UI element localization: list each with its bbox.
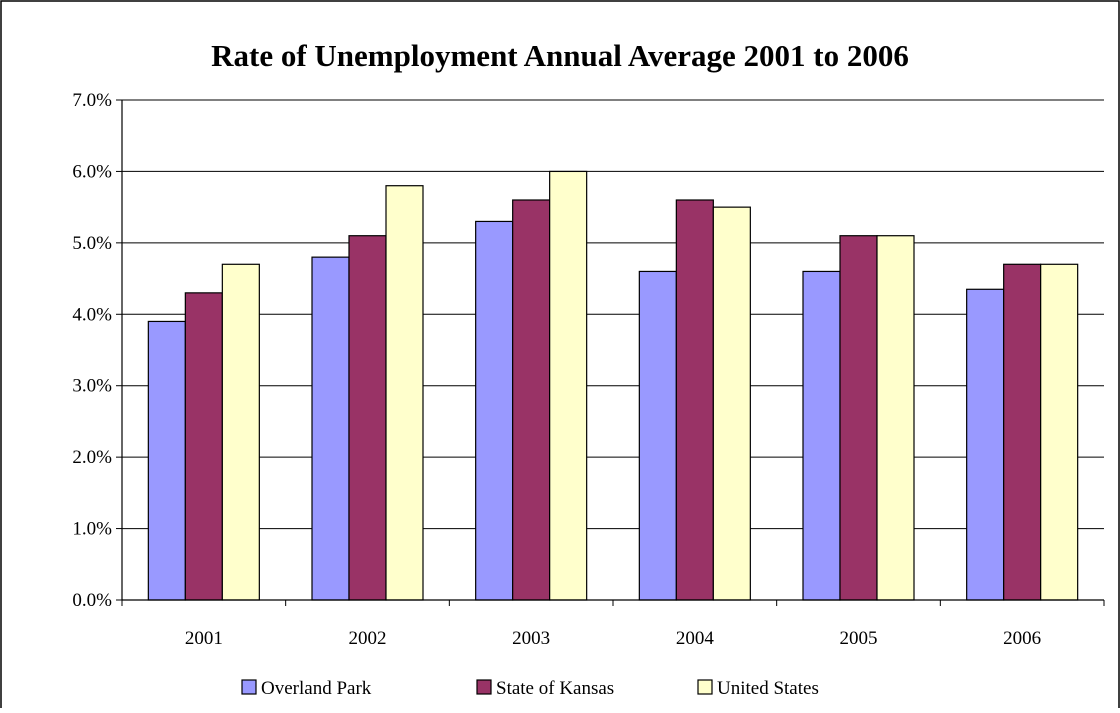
x-tick-label: 2005 (840, 628, 878, 649)
legend-label: Overland Park (261, 678, 372, 699)
legend: Overland Park State of Kansas United State… (242, 678, 819, 699)
x-tick-label: 2003 (512, 628, 550, 649)
x-tick-label: 2002 (349, 628, 387, 649)
bar-overland-park-2004 (639, 271, 676, 600)
y-tick-label: 6.0% (72, 161, 112, 182)
y-tick-label: 7.0% (72, 90, 112, 111)
legend-swatch (477, 680, 491, 694)
bar-state-of-kansas-2004 (676, 200, 713, 600)
bar-state-of-kansas-2003 (513, 200, 550, 600)
bar-overland-park-2005 (803, 271, 840, 600)
y-tick-label: 2.0% (72, 447, 112, 468)
legend-label: State of Kansas (496, 678, 614, 699)
bar-overland-park-2002 (312, 257, 349, 600)
bar-overland-park-2001 (148, 321, 185, 600)
bar-state-of-kansas-2005 (840, 236, 877, 600)
y-tick-label: 4.0% (72, 304, 112, 325)
y-tick-label: 5.0% (72, 233, 112, 254)
bar-state-of-kansas-2001 (185, 293, 222, 600)
bar-united-states-2006 (1041, 264, 1078, 600)
x-tick-label: 2006 (1003, 628, 1041, 649)
bar-state-of-kansas-2006 (1004, 264, 1041, 600)
bar-overland-park-2006 (967, 289, 1004, 600)
bar-united-states-2001 (222, 264, 259, 600)
bar-united-states-2004 (713, 207, 750, 600)
bar-state-of-kansas-2002 (349, 236, 386, 600)
bar-united-states-2002 (386, 186, 423, 600)
x-tick-label: 2001 (185, 628, 223, 649)
x-tick-label: 2004 (676, 628, 715, 649)
chart-title: Rate of Unemployment Annual Average 2001… (211, 38, 909, 73)
bar-overland-park-2003 (476, 221, 513, 600)
bar-united-states-2005 (877, 236, 914, 600)
y-tick-label: 1.0% (72, 519, 112, 540)
legend-swatch (698, 680, 712, 694)
legend-swatch (242, 680, 256, 694)
bar-united-states-2003 (550, 171, 587, 600)
legend-label: United States (717, 678, 819, 699)
y-tick-label: 3.0% (72, 376, 112, 397)
y-tick-label: 0.0% (72, 590, 112, 611)
